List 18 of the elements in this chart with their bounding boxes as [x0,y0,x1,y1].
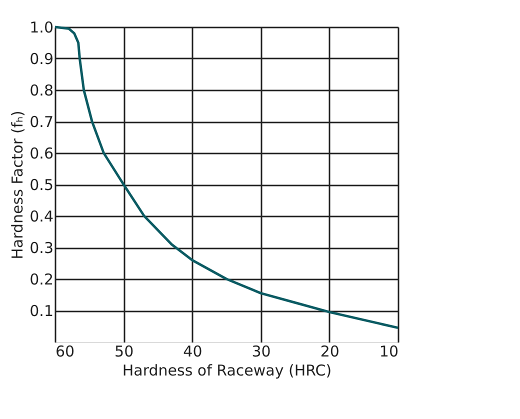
y-tick-label: 0.8 [30,82,54,100]
y-tick-label: 0.2 [30,270,54,288]
y-tick-label: 0.1 [30,302,54,320]
x-tick-label: 60 [56,342,75,360]
x-tick-label: 40 [183,342,202,360]
y-tick-label: 1.0 [30,18,54,36]
y-tick-label: 0.4 [30,208,54,226]
y-tick-label: 0.5 [30,176,54,194]
y-tick-label: 0.9 [30,50,54,68]
y-tick-label: 0.3 [30,239,54,257]
y-tick-label: 0.6 [30,144,54,162]
x-tick-label: 10 [379,342,398,360]
x-tick-label: 50 [114,342,134,360]
y-tick-label: 0.7 [30,113,54,131]
x-axis-title: Hardness of Raceway (HRC) [122,362,332,380]
y-axis-title: Hardness Factor (fₕ) [8,110,27,260]
x-tick-label: 30 [252,342,271,360]
x-tick-label: 20 [320,342,340,360]
